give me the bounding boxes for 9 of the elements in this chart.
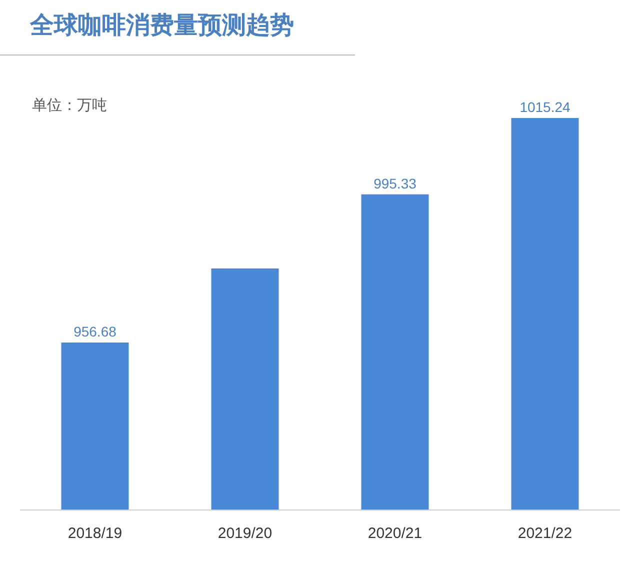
text: 单位：万吨	[32, 97, 107, 114]
x-tick-label: 2019/20	[218, 525, 272, 542]
x-tick-label: 2018/19	[68, 525, 122, 542]
data-label: 956.68	[74, 324, 117, 340]
x-tick-label: 2020/21	[368, 525, 422, 542]
x-tick-label: 2021/22	[518, 525, 572, 542]
chart-title: 全球咖啡消费量预测趋势	[29, 12, 294, 39]
data-label: 1015.24	[520, 99, 571, 115]
data-label: 995.33	[374, 175, 417, 192]
